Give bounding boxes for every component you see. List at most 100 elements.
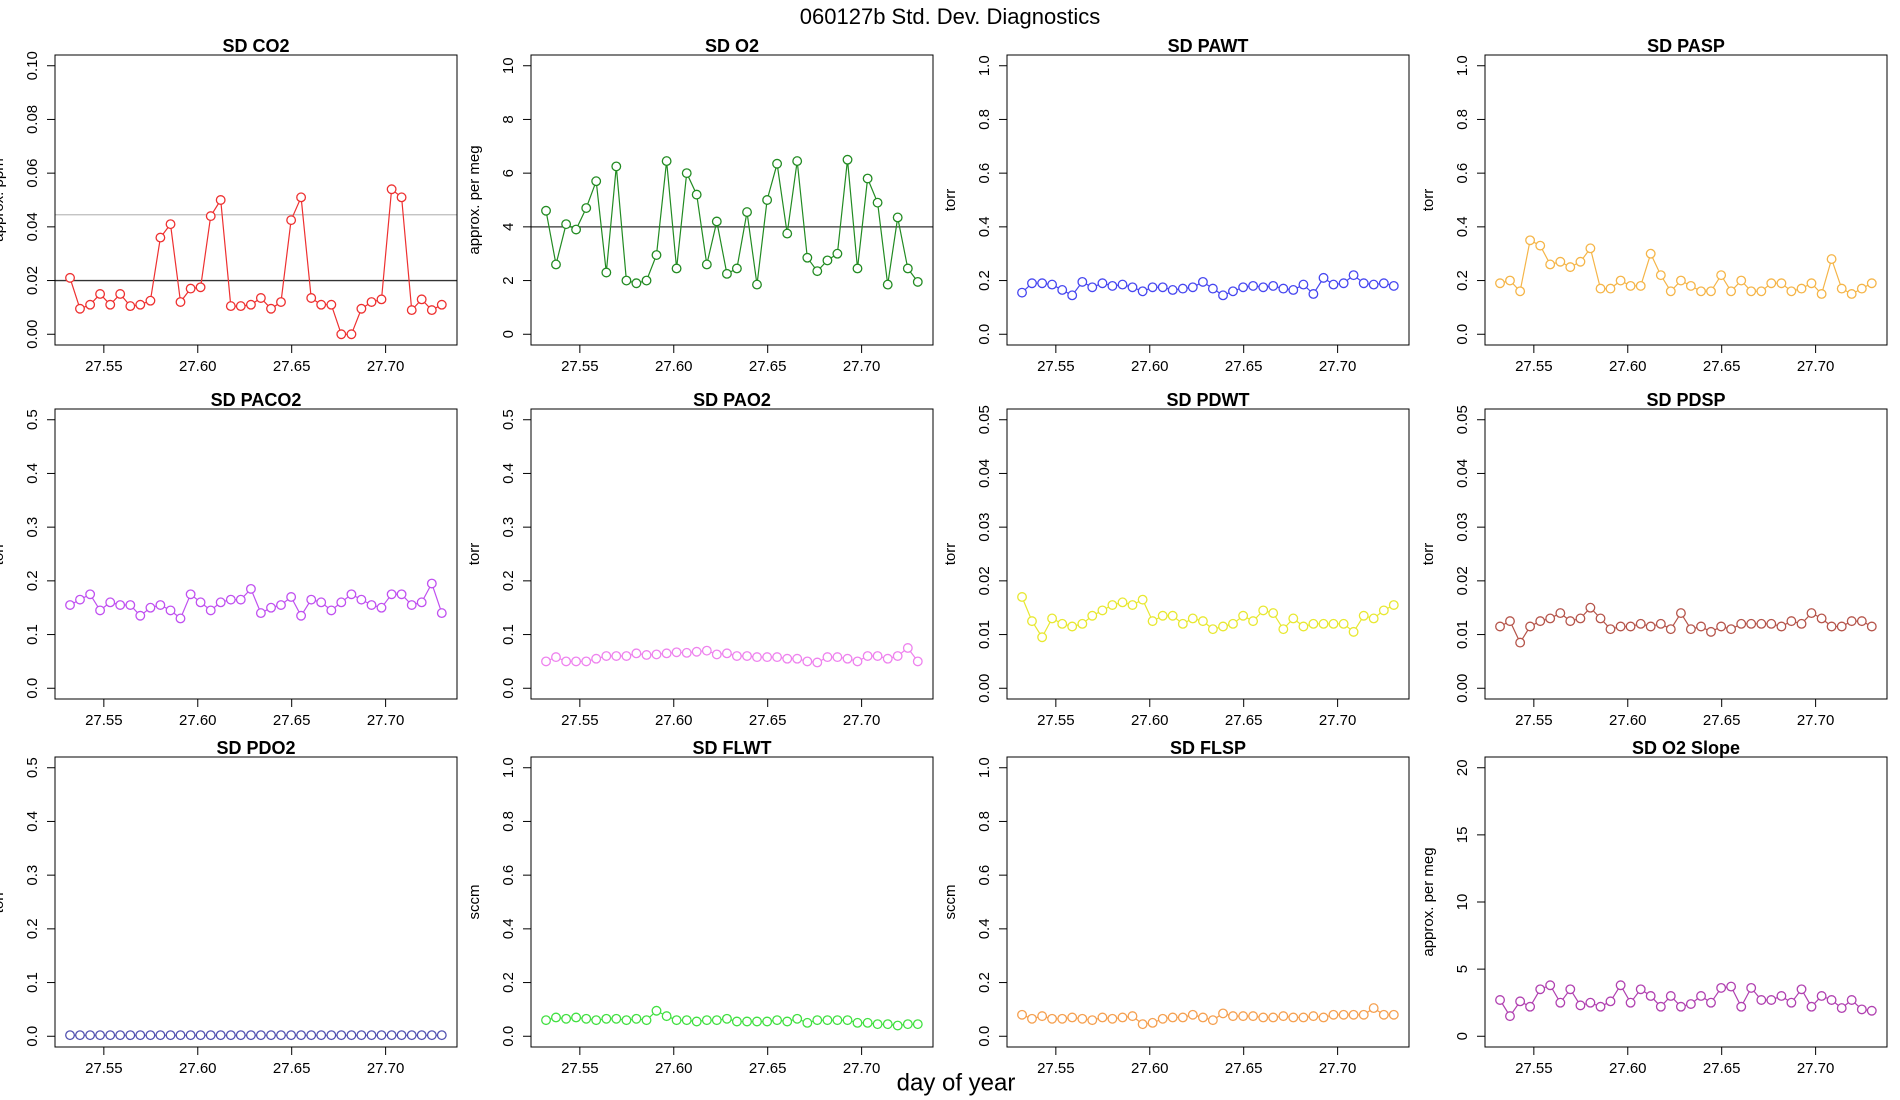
data-point: [1358, 1009, 1369, 1020]
data-point: [1328, 1009, 1339, 1020]
y-tick-label: 0: [1454, 1032, 1471, 1040]
data-point: [671, 647, 682, 658]
x-tick-label: 27.60: [655, 712, 693, 729]
data-point: [1248, 616, 1259, 627]
data-point: [1107, 1013, 1118, 1024]
data-point: [832, 652, 843, 663]
data-point: [1635, 984, 1646, 995]
y-tick-label: 0.1: [24, 624, 41, 645]
plot-frame: [530, 408, 934, 700]
data-point: [541, 1015, 551, 1026]
x-tick-label: 27.65: [1703, 1060, 1741, 1077]
data-point: [1388, 280, 1399, 291]
data-point: [376, 294, 387, 305]
y-tick-label: 0.0: [500, 1026, 517, 1047]
data-point: [135, 1030, 146, 1041]
data-point: [1555, 256, 1566, 267]
data-point: [681, 1015, 692, 1026]
data-point: [1388, 600, 1399, 610]
data-point: [1685, 280, 1696, 291]
y-tick-label: 0.04: [1454, 459, 1471, 488]
data-point: [1047, 1013, 1058, 1024]
data-point: [1866, 278, 1877, 289]
data-point: [1308, 289, 1319, 299]
data-point: [195, 282, 206, 293]
y-tick-label: 0.6: [976, 865, 993, 886]
data-point: [1197, 616, 1208, 627]
y-tick-label: 0.8: [976, 811, 993, 832]
data-point: [1187, 282, 1198, 293]
data-point: [1716, 270, 1727, 281]
x-tick-label: 27.70: [367, 358, 405, 375]
data-point: [1495, 621, 1505, 632]
data-point: [1655, 270, 1666, 281]
data-point: [1706, 997, 1716, 1008]
data-point: [912, 656, 923, 667]
data-point: [691, 189, 702, 200]
data-point: [1796, 283, 1807, 294]
y-axis-label: torr: [942, 189, 959, 212]
data-point: [1328, 279, 1339, 290]
panel: SD O2 approx. per meg 0 2 4 6 8 10 27.55 27.60 27.…: [466, 36, 934, 375]
y-tick-label: 0.06: [24, 159, 41, 188]
x-tick-label: 27.55: [85, 358, 123, 375]
x-tick-label: 27.70: [1319, 1060, 1357, 1077]
data-point: [306, 293, 317, 303]
data-point: [225, 594, 236, 605]
data-point: [802, 1017, 813, 1028]
x-tick-label: 27.55: [1515, 358, 1553, 375]
data-point: [366, 600, 377, 610]
data-point: [752, 1016, 762, 1027]
data-point: [105, 1030, 116, 1041]
data-point: [1017, 287, 1027, 298]
data-point: [551, 1012, 561, 1023]
data-point: [185, 283, 196, 294]
data-point: [426, 305, 437, 316]
y-tick-label: 0.5: [24, 409, 41, 430]
data-point: [225, 1030, 236, 1041]
data-point: [235, 301, 246, 312]
data-point: [742, 207, 752, 218]
data-point: [1826, 995, 1837, 1005]
data-point: [1515, 996, 1526, 1007]
plot-frame: [530, 54, 934, 346]
data-point: [386, 184, 397, 195]
panel-title: SD PAO2: [693, 390, 771, 410]
x-tick-label: 27.55: [85, 1060, 123, 1077]
data-point: [1077, 276, 1088, 287]
data-point: [286, 215, 297, 226]
y-tick-label: 4: [500, 223, 517, 231]
y-tick-label: 0.1: [24, 972, 41, 993]
data-point: [1338, 618, 1349, 629]
x-tick-label: 27.65: [1703, 358, 1741, 375]
data-point: [1318, 618, 1329, 629]
panel: SD CO2 approx. ppm 0.00 0.02 0.04 0.06 0.08 0.1…: [0, 36, 458, 375]
x-tick-label: 27.60: [1131, 712, 1169, 729]
plot-frame: [1484, 54, 1888, 346]
data-point: [762, 1016, 773, 1027]
data-point: [1027, 278, 1037, 289]
panel-title: SD PDSP: [1646, 390, 1725, 410]
data-point: [711, 1015, 722, 1026]
data-point: [832, 248, 843, 259]
data-point: [651, 649, 662, 660]
data-point: [386, 1030, 397, 1041]
plot-frame: [54, 54, 458, 346]
data-point: [296, 1030, 307, 1041]
data-point: [782, 228, 793, 239]
x-tick-label: 27.55: [1037, 712, 1075, 729]
data-point: [1238, 282, 1249, 293]
data-point: [356, 594, 367, 605]
data-point: [1505, 616, 1515, 627]
data-point: [691, 646, 702, 657]
data-point: [782, 1016, 793, 1027]
data-point: [872, 651, 883, 661]
y-tick-label: 0.04: [24, 212, 41, 241]
data-point: [1368, 613, 1379, 624]
data-point: [752, 279, 762, 290]
panel-title: SD PDWT: [1167, 390, 1250, 410]
data-point: [1826, 254, 1837, 265]
data-point: [1756, 286, 1767, 297]
data-point: [1766, 278, 1777, 289]
data-point: [621, 651, 632, 661]
